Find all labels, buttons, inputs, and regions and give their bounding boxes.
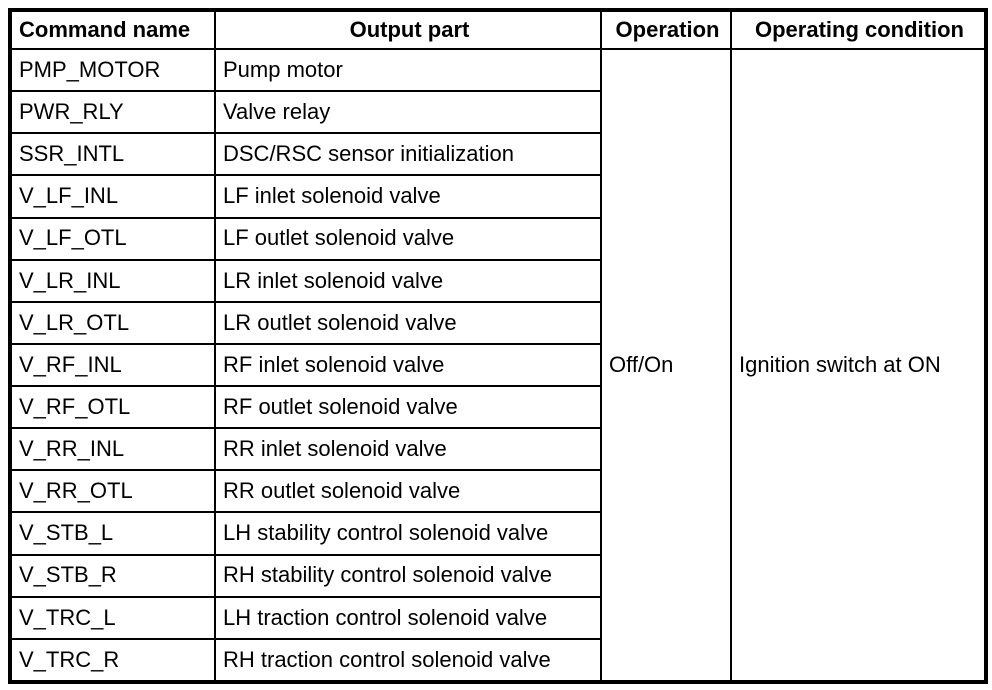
command-name-cell: V_RR_INL — [9, 427, 216, 472]
command-name-cell: V_STB_R — [9, 553, 216, 598]
command-name-cell: V_RF_OTL — [9, 384, 216, 430]
command-name-cell: V_STB_L — [9, 511, 216, 556]
operation-cell: Off/On — [600, 48, 732, 683]
output-part-cell: LR outlet solenoid valve — [214, 300, 602, 345]
operating-condition-cell: Ignition switch at ON — [730, 48, 987, 683]
table-row: V_LF_OTL LF outlet solenoid valve — [9, 216, 986, 261]
column-header-output-part: Output part — [214, 9, 602, 50]
output-part-cell: LH stability control solenoid valve — [214, 511, 602, 556]
active-command-modes-table: Command name Output part Operation Opera… — [8, 8, 988, 684]
command-name-cell: SSR_INTL — [9, 132, 216, 177]
table-row: V_LR_OTL LR outlet solenoid valve — [9, 300, 986, 345]
table-header-row: Command name Output part Operation Opera… — [9, 9, 987, 50]
output-part-cell: RH traction control solenoid valve — [214, 637, 602, 684]
output-part-cell: RR outlet solenoid valve — [214, 469, 602, 514]
table-row: V_STB_L LH stability control solenoid val… — [9, 511, 986, 556]
output-part-cell: LF outlet solenoid valve — [214, 216, 602, 261]
command-name-cell: PMP_MOTOR — [9, 47, 216, 93]
table-row: SSR_INTL DSC/RSC sensor initialization — [9, 132, 986, 177]
command-name-cell: V_LR_OTL — [9, 300, 216, 345]
table-row: V_RF_OTL RF outlet solenoid valve — [9, 384, 986, 430]
column-header-command-name: Command name — [9, 9, 216, 50]
table-row: PMP_MOTOR Pump motor Off/On Ignition switch… — [9, 47, 987, 683]
table-row: V_TRC_L LH traction control solenoid valv… — [9, 595, 986, 640]
table-row: V_LR_INL LR inlet solenoid valve — [9, 258, 986, 303]
output-part-cell: RR inlet solenoid valve — [214, 427, 602, 472]
table-row: PWR_RLY Valve relay — [9, 90, 986, 135]
command-name-cell: V_LF_OTL — [9, 216, 216, 261]
output-part-cell: LH traction control solenoid valve — [214, 595, 602, 640]
output-part-cell: DSC/RSC sensor initialization — [214, 132, 602, 177]
output-part-cell: Valve relay — [214, 90, 602, 135]
command-name-cell: V_RR_OTL — [9, 469, 216, 514]
output-part-cell: LR inlet solenoid valve — [214, 258, 602, 303]
command-name-cell: V_RF_INL — [9, 342, 216, 388]
output-part-cell: RH stability control solenoid valve — [214, 553, 602, 598]
output-part-cell: Pump motor — [214, 47, 602, 93]
table-body: PMP_MOTOR Pump motor Off/On Ignition switch… — [9, 47, 987, 684]
column-header-operation: Operation — [600, 9, 732, 50]
table-row: V_RF_INL RF inlet solenoid valve — [9, 342, 986, 388]
output-part-cell: RF outlet solenoid valve — [214, 384, 602, 430]
command-name-cell: V_LR_INL — [9, 258, 216, 303]
output-part-cell: LF inlet solenoid valve — [214, 174, 602, 219]
table-row: V_STB_R RH stability control solenoid val… — [9, 553, 986, 598]
command-name-cell: V_TRC_R — [9, 637, 216, 684]
table-row: V_TRC_R RH traction control solenoid valv… — [9, 637, 986, 684]
command-name-cell: V_TRC_L — [9, 595, 216, 640]
table-row: V_RR_INL RR inlet solenoid valve — [9, 427, 986, 472]
table-row: V_RR_OTL RR outlet solenoid valve — [9, 469, 986, 514]
command-name-cell: V_LF_INL — [9, 174, 216, 219]
table-row: V_LF_INL LF inlet solenoid valve — [9, 174, 986, 219]
output-part-cell: RF inlet solenoid valve — [214, 342, 602, 388]
column-header-operating-condition: Operating condition — [730, 9, 987, 50]
command-name-cell: PWR_RLY — [9, 90, 216, 135]
